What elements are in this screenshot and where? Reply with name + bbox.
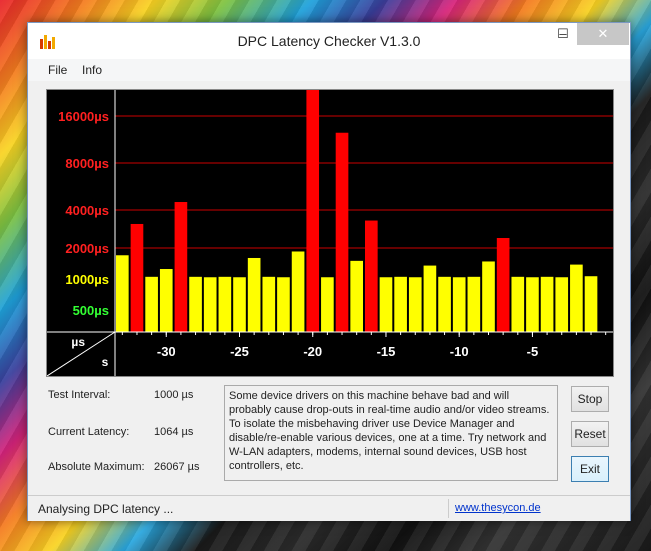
latency-bar	[218, 276, 232, 332]
x-tick-label: -30	[157, 344, 176, 359]
latency-bar	[203, 277, 217, 332]
description-text: Some device drivers on this machine beha…	[224, 385, 558, 481]
latency-bar	[540, 276, 554, 332]
x-tick-label: -15	[377, 344, 396, 359]
latency-bar	[379, 277, 393, 332]
reset-button[interactable]: Reset	[571, 421, 609, 447]
current-latency-value: 1064 µs	[154, 426, 194, 438]
latency-bar	[321, 277, 334, 332]
status-text: Analysing DPC latency ...	[38, 502, 174, 516]
latency-bar	[335, 132, 349, 332]
x-tick-label: -20	[303, 344, 322, 359]
latency-bar	[555, 277, 569, 332]
window-title: DPC Latency Checker V1.3.0	[237, 33, 421, 49]
latency-bar	[438, 276, 451, 332]
y-tick-label: 16000µs	[58, 109, 109, 124]
absolute-maximum-label: Absolute Maximum:	[48, 461, 145, 473]
absolute-maximum-value: 26067 µs	[154, 461, 200, 473]
latency-bar	[174, 202, 188, 332]
x-tick-label: -25	[230, 344, 249, 359]
x-tick-label: -5	[527, 344, 539, 359]
close-icon[interactable]: ✕	[577, 23, 629, 45]
latency-bar	[452, 277, 466, 332]
latency-bar	[526, 277, 539, 332]
exit-button[interactable]: Exit	[571, 456, 609, 482]
latency-bar	[350, 260, 363, 332]
latency-bar	[189, 276, 202, 332]
latency-bar	[394, 276, 407, 332]
app-window: DPC Latency Checker V1.3.0 – ☐ ✕ File In…	[27, 22, 631, 521]
maximize-icon[interactable]: ☐	[557, 26, 569, 41]
y-tick-label: 8000µs	[65, 156, 109, 171]
minimize-icon[interactable]: –	[559, 26, 567, 41]
latency-bar	[467, 276, 481, 332]
y-unit-label: µs	[71, 335, 85, 349]
stop-button[interactable]: Stop	[571, 386, 609, 412]
latency-bar	[159, 269, 173, 332]
x-tick-label: -10	[450, 344, 469, 359]
latency-bar	[277, 277, 290, 332]
menu-bar: File Info	[28, 59, 630, 81]
title-bar[interactable]: DPC Latency Checker V1.3.0 – ☐ ✕	[28, 23, 630, 59]
axis-corner-diagonal	[46, 331, 116, 377]
latency-bar	[291, 251, 305, 332]
latency-bar	[423, 265, 437, 332]
status-separator	[448, 499, 449, 518]
latency-chart: 16000µs 8000µs 4000µs 2000µs 1000µs 500µs µs s -…	[46, 89, 614, 377]
latency-chart-svg: 16000µs 8000µs 4000µs 2000µs 1000µs 500µs µs s -…	[46, 90, 613, 377]
latency-bar	[570, 264, 583, 332]
latency-bar	[116, 255, 129, 332]
y-tick-label: 500µs	[73, 303, 109, 318]
latency-bar	[306, 90, 320, 332]
thesycon-link[interactable]: www.thesycon.de	[455, 502, 541, 514]
menu-info[interactable]: Info	[82, 63, 103, 77]
latency-bar	[130, 223, 144, 332]
latency-bar	[511, 276, 525, 332]
latency-bar	[482, 261, 495, 332]
test-interval-value: 1000 µs	[154, 389, 194, 401]
status-bar: Analysing DPC latency ... www.thesycon.d…	[28, 495, 630, 521]
y-tick-label: 4000µs	[65, 203, 109, 218]
x-unit-label: s	[102, 355, 109, 369]
app-bar-chart-icon	[40, 35, 56, 49]
y-tick-label: 1000µs	[65, 272, 109, 287]
latency-bar	[233, 277, 246, 332]
latency-bar	[262, 276, 276, 332]
test-interval-label: Test Interval:	[48, 389, 111, 401]
latency-bar	[408, 277, 422, 332]
current-latency-label: Current Latency:	[48, 426, 130, 438]
latency-bar	[496, 238, 510, 332]
latency-bar	[247, 257, 261, 332]
y-tick-label: 2000µs	[65, 241, 109, 256]
latency-bar	[365, 220, 378, 332]
latency-bar	[145, 276, 158, 332]
latency-bar	[584, 276, 598, 332]
menu-file[interactable]: File	[48, 63, 68, 77]
